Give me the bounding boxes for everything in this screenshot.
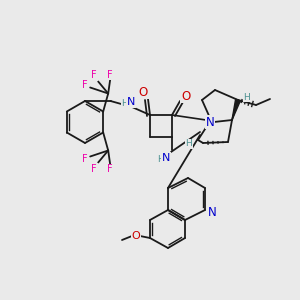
Text: F: F [92,70,97,80]
Text: O: O [132,231,140,241]
Text: F: F [92,164,97,173]
Text: F: F [107,70,113,80]
Text: O: O [138,85,148,98]
Text: N: N [127,97,135,107]
Text: H: H [157,154,164,164]
Text: F: F [82,80,88,91]
Text: H: H [244,92,250,101]
Text: F: F [82,154,88,164]
Text: H: H [186,140,192,148]
Text: H: H [122,98,128,107]
Text: O: O [182,89,190,103]
Text: N: N [208,206,216,220]
Text: N: N [162,153,170,163]
Text: N: N [206,116,214,128]
Text: F: F [107,164,113,175]
Polygon shape [232,99,240,120]
